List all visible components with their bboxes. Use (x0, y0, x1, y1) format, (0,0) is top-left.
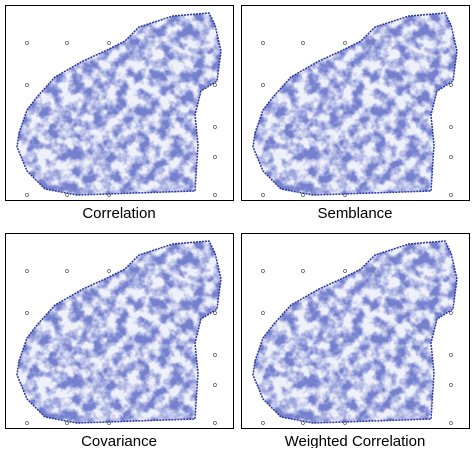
grid-dot (261, 269, 265, 273)
grid-dot (65, 41, 69, 45)
map-outline (16, 12, 222, 196)
grid-dot (449, 353, 453, 357)
grid-dot (449, 383, 453, 387)
grid-dot (261, 41, 265, 45)
grid-dot (301, 269, 305, 273)
grid-dot (261, 421, 265, 425)
panel-caption: Semblance (317, 205, 392, 222)
grid-dot (449, 311, 453, 315)
grid-dot (107, 41, 111, 45)
panel (241, 5, 470, 201)
panel-caption: Weighted Correlation (285, 433, 426, 448)
grid-dot (449, 193, 453, 197)
grid-dot (65, 269, 69, 273)
grid-dot (449, 155, 453, 159)
grid-dot (213, 311, 217, 315)
grid-dot (213, 353, 217, 357)
grid-dot (449, 421, 453, 425)
grid-dot (107, 269, 111, 273)
panel (5, 233, 234, 429)
panel (241, 233, 470, 429)
panel-caption: Correlation (82, 205, 155, 222)
grid-dot (213, 155, 217, 159)
grid-dot (213, 421, 217, 425)
grid-dot (343, 41, 347, 45)
grid-dot (213, 193, 217, 197)
grid-dot (301, 41, 305, 45)
grid-dot (213, 383, 217, 387)
panel-caption: Covariance (81, 433, 157, 448)
grid-dot (25, 193, 29, 197)
grid-dot (25, 269, 29, 273)
map-outline (252, 240, 458, 424)
grid-dot (25, 41, 29, 45)
grid-dot (213, 83, 217, 87)
grid-dot (261, 83, 265, 87)
grid-dot (449, 83, 453, 87)
map-outline (252, 12, 458, 196)
grid-dot (213, 125, 217, 129)
grid-dot (25, 83, 29, 87)
grid-dot (25, 421, 29, 425)
grid-dot (261, 193, 265, 197)
map-outline (16, 240, 222, 424)
grid-dot (449, 125, 453, 129)
grid-dot (261, 311, 265, 315)
panel (5, 5, 234, 201)
grid-dot (25, 311, 29, 315)
grid-dot (343, 269, 347, 273)
